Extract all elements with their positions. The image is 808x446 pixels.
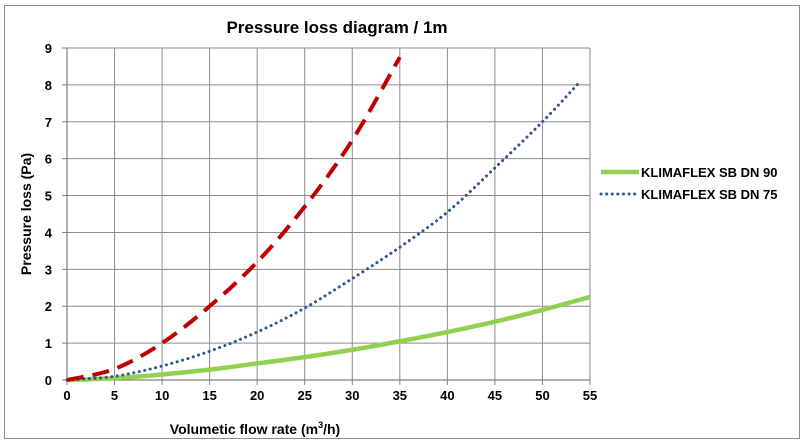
x-axis-label: Volumetic flow rate (m3/h) (170, 420, 340, 437)
series-layer (65, 56, 591, 383)
x-tick-label: 5 (111, 388, 118, 403)
y-tick-label: 7 (45, 115, 52, 130)
x-tick-label: 20 (250, 388, 264, 403)
legend: KLIMAFLEX SB DN 90 KLIMAFLEX SB DN 75 (599, 165, 778, 202)
legend-label-2: KLIMAFLEX SB DN 75 (641, 187, 778, 202)
series-line-1 (66, 294, 591, 383)
y-tick-label: 0 (45, 373, 52, 388)
y-tick-label: 8 (45, 78, 52, 93)
x-tick-label: 0 (63, 388, 70, 403)
x-tick-label: 25 (297, 388, 311, 403)
x-tick-label: 40 (440, 388, 454, 403)
chart-title: Pressure loss diagram / 1m (226, 18, 447, 37)
legend-label-1: KLIMAFLEX SB DN 90 (641, 165, 778, 180)
y-tick-label: 4 (45, 225, 53, 240)
x-tick-label: 45 (488, 388, 502, 403)
x-tick-label: 10 (155, 388, 169, 403)
x-axis-label-prefix: Volumetic flow rate (m (170, 421, 318, 437)
chart-frame (4, 5, 800, 439)
x-tick-label: 30 (345, 388, 359, 403)
y-tick-label: 3 (45, 262, 52, 277)
y-axis-label: Pressure loss (Pa) (18, 153, 34, 275)
y-tick-label: 2 (45, 299, 52, 314)
grid-lines (67, 47, 591, 380)
y-tick-label: 9 (45, 41, 52, 56)
x-tick-label: 35 (393, 388, 407, 403)
series-line-3 (66, 56, 402, 382)
x-tick-label: 15 (202, 388, 216, 403)
series-line-2 (65, 79, 582, 382)
x-tick-label: 55 (583, 388, 597, 403)
y-tick-label: 5 (45, 189, 52, 204)
x-axis-label-suffix: /h) (323, 421, 340, 437)
x-tick-label: 50 (535, 388, 549, 403)
y-tick-label: 1 (45, 336, 52, 351)
y-tick-label: 6 (45, 152, 52, 167)
x-axis-label-superscript: 3 (318, 420, 323, 430)
axes (62, 47, 591, 385)
